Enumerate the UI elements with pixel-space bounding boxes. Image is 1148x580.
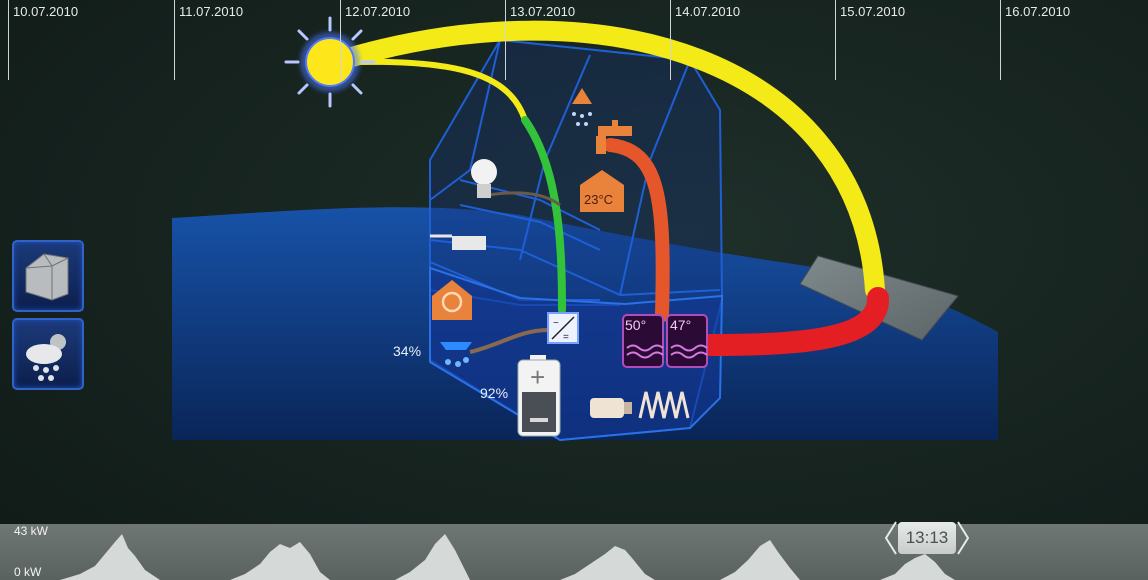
heating-coil-icon[interactable] [638,391,690,419]
time-scrubber[interactable]: 13:13 [898,522,956,554]
inverter-icon[interactable]: ~ = [547,312,579,344]
timeline-date-label: 13.07.2010 [510,4,576,19]
scrubber-handle-left-icon[interactable] [884,520,898,556]
weather-cloud-sun-rain-icon [26,334,66,381]
electric-flow-green [521,116,566,314]
tank2-temp-value: 47° [670,317,692,333]
current-time-label: 13:13 [905,528,949,547]
heating-cycle-icon[interactable] [432,280,472,320]
room-temp-value: 23°C [584,192,614,207]
hotwater-flow-orange [603,138,670,322]
timeline-day-6[interactable]: 15.07.2010 [835,0,905,80]
cooking-pot-icon[interactable] [430,234,486,250]
timeline-day-2[interactable]: 11.07.2010 [174,0,243,80]
water-pct-value: 34% [393,343,422,359]
power-timeline-chart [60,534,955,580]
battery-icon[interactable]: + [517,355,561,437]
weather-view-button[interactable] [12,318,84,390]
timeline-date-label: 15.07.2010 [840,4,906,19]
faucet-icon[interactable] [596,120,632,154]
heat-pump-icon[interactable] [590,398,632,418]
timeline-date-label: 11.07.2010 [179,4,244,19]
timeline-day-7[interactable]: 16.07.2010 [1000,0,1070,80]
timeline-date-label: 14.07.2010 [675,4,741,19]
timeline-date-label: 12.07.2010 [345,4,411,19]
timeline-day-3[interactable]: 12.07.2010 [340,0,410,80]
light-flow-brown [487,191,561,207]
timeline-day-4[interactable]: 13.07.2010 [505,0,575,80]
timeline-day-5[interactable]: 14.07.2010 [670,0,740,80]
house-basement [429,266,724,442]
heat-flow-red [699,287,889,356]
svg-text:~: ~ [553,318,559,329]
sun-icon [284,16,376,108]
room-temp-icon[interactable] [580,170,624,212]
timeline-date-label: 16.07.2010 [1005,4,1071,19]
timeline-day-1[interactable]: 10.07.2010 [8,0,78,80]
water-flow-brown [469,328,549,354]
water-tank-2[interactable] [666,314,708,368]
shower-icon[interactable] [572,88,592,126]
water-tank-1[interactable] [622,314,664,368]
solar-flow-thin [352,58,528,123]
timeline-axis-min: 0 kW [14,565,42,579]
tank1-temp-value: 50° [625,317,647,333]
svg-text:=: = [563,332,569,343]
sprinkler-icon[interactable] [440,342,472,367]
house-3d-icon [25,253,69,301]
timeline-date-label: 10.07.2010 [13,4,79,19]
energy-scene: ~ = + [172,16,998,442]
svg-text:+: + [530,362,545,392]
scrubber-handle-right-icon[interactable] [956,520,970,556]
house-view-button[interactable] [12,240,84,312]
power-timeline-strip[interactable] [0,524,1148,580]
solar-flow-yellow [325,20,885,300]
battery-pct-value: 92% [480,385,509,401]
light-bulb-icon[interactable] [471,159,497,198]
timeline-axis-max: 43 kW [14,524,49,538]
